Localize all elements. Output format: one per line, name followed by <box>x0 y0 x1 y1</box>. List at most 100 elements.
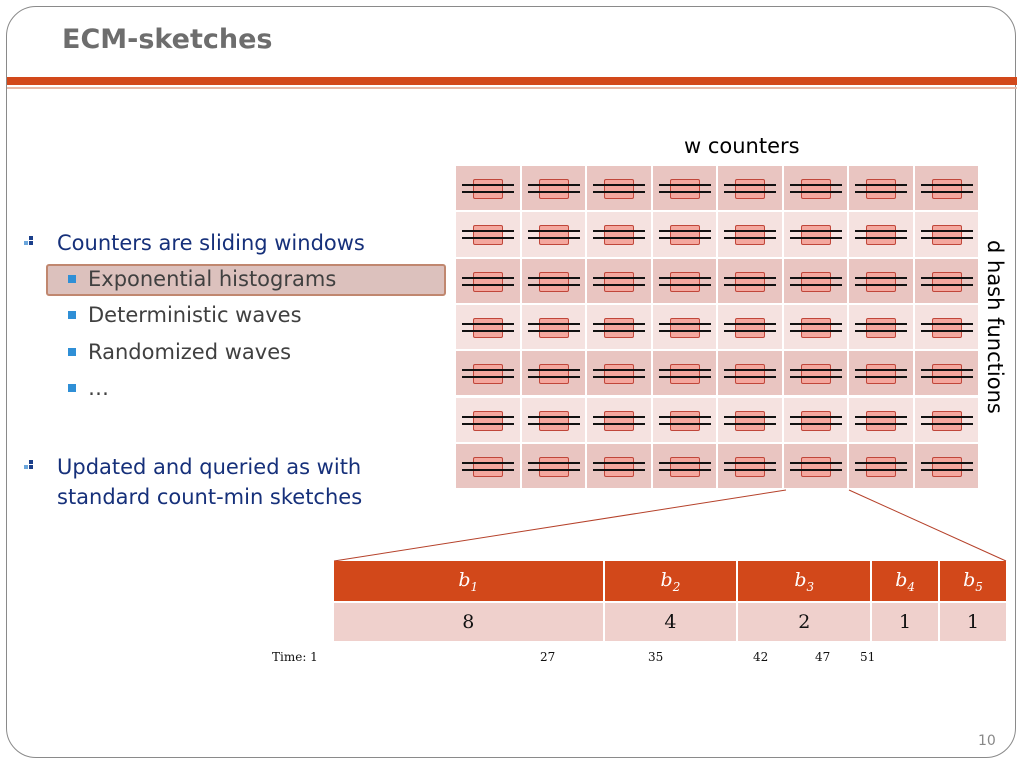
sketch-counter-cell <box>587 397 653 444</box>
counter-line <box>789 283 842 286</box>
counter-line <box>527 468 580 471</box>
counter-line <box>789 230 842 233</box>
sketch-counter-cell <box>783 258 849 305</box>
counter-line <box>920 184 973 187</box>
sketch-counter-cell <box>587 304 653 352</box>
bucket-count: 2 <box>737 601 873 641</box>
title-divider <box>7 77 1017 85</box>
counter-box <box>931 364 962 385</box>
counter-box <box>473 456 503 477</box>
sketch-counter-cell <box>718 212 784 259</box>
counter-line <box>593 415 645 418</box>
counter-line <box>593 323 645 326</box>
sketch-counter-cell <box>521 397 587 444</box>
counter-line <box>527 422 580 425</box>
counter-line <box>855 330 907 333</box>
bucket-table: b1 b2 b3 b4 b5 8 4 2 1 1 <box>334 561 1008 641</box>
sketch-grid <box>456 166 980 491</box>
counter-line <box>724 422 776 425</box>
counter-box <box>931 318 962 339</box>
counter-box <box>604 410 634 431</box>
sketch-counter-cell <box>914 304 980 352</box>
counter-line <box>920 369 973 372</box>
sketch-counter-cell <box>652 258 718 305</box>
bucket-header: b4 <box>871 561 941 602</box>
counter-line <box>855 191 907 194</box>
counter-line <box>527 237 580 240</box>
counter-line <box>789 468 842 471</box>
counter-line <box>789 237 842 240</box>
counter-line <box>724 191 776 194</box>
counter-line <box>462 330 514 333</box>
counter-box <box>669 410 700 431</box>
sketch-counter-cell <box>914 397 980 444</box>
counter-line <box>855 468 907 471</box>
sketch-counter-cell <box>783 443 849 491</box>
w-counters-label: w counters <box>684 134 800 158</box>
counter-line <box>658 237 711 240</box>
counter-box <box>473 271 503 292</box>
counter-line <box>527 369 580 372</box>
counter-line <box>527 376 580 379</box>
counter-line <box>855 230 907 233</box>
counter-line <box>593 237 645 240</box>
bucket-header-row: b1 b2 b3 b4 b5 <box>334 561 1008 602</box>
sketch-counter-cell <box>456 212 522 259</box>
counter-box <box>604 456 634 477</box>
counter-line <box>920 422 973 425</box>
counter-box <box>735 456 765 477</box>
counter-line <box>920 230 973 233</box>
counter-line <box>855 283 907 286</box>
sketch-counter-cell <box>587 166 653 213</box>
sketch-counter-cell <box>849 397 915 444</box>
counter-line <box>789 276 842 279</box>
counter-line <box>462 276 514 279</box>
counter-box <box>538 456 569 477</box>
counter-line <box>724 184 776 187</box>
title-divider-thin <box>7 87 1017 89</box>
timeline-start: Time: 1 <box>272 650 318 664</box>
timeline-mark: 51 <box>860 650 876 664</box>
counter-box <box>931 456 962 477</box>
bullet-marker-icon <box>24 236 34 246</box>
counter-box <box>866 410 896 431</box>
counter-box <box>931 225 962 246</box>
counter-line <box>920 468 973 471</box>
counter-box <box>866 179 896 200</box>
counter-box <box>931 410 962 431</box>
counter-line <box>724 230 776 233</box>
sketch-counter-cell <box>718 258 784 305</box>
timeline-mark: 42 <box>753 650 769 664</box>
counter-line <box>462 191 514 194</box>
sketch-counter-cell <box>914 443 980 491</box>
square-bullet-icon <box>68 275 76 283</box>
counter-line <box>724 468 776 471</box>
counter-line <box>593 461 645 464</box>
sketch-counter-cell <box>652 304 718 352</box>
counter-line <box>462 283 514 286</box>
counter-line <box>920 323 973 326</box>
square-bullet-icon <box>68 348 76 356</box>
counter-line <box>593 369 645 372</box>
sketch-counter-cell <box>521 443 587 491</box>
counter-box <box>735 410 765 431</box>
counter-line <box>593 230 645 233</box>
counter-line <box>920 283 973 286</box>
counter-line <box>724 323 776 326</box>
counter-box <box>473 364 503 385</box>
counter-line <box>789 369 842 372</box>
subbullet-text: Deterministic waves <box>88 303 302 327</box>
counter-box <box>538 364 569 385</box>
square-bullet-icon <box>68 311 76 319</box>
bullet-text: Updated and queried as with standard cou… <box>57 455 363 509</box>
counter-line <box>527 461 580 464</box>
counter-box <box>800 364 831 385</box>
counter-box <box>800 456 831 477</box>
sketch-counter-cell <box>587 351 653 398</box>
counter-line <box>462 237 514 240</box>
counter-line <box>593 330 645 333</box>
highlight-box <box>46 264 446 296</box>
counter-box <box>735 179 765 200</box>
counter-line <box>920 237 973 240</box>
sketch-counter-cell <box>849 351 915 398</box>
